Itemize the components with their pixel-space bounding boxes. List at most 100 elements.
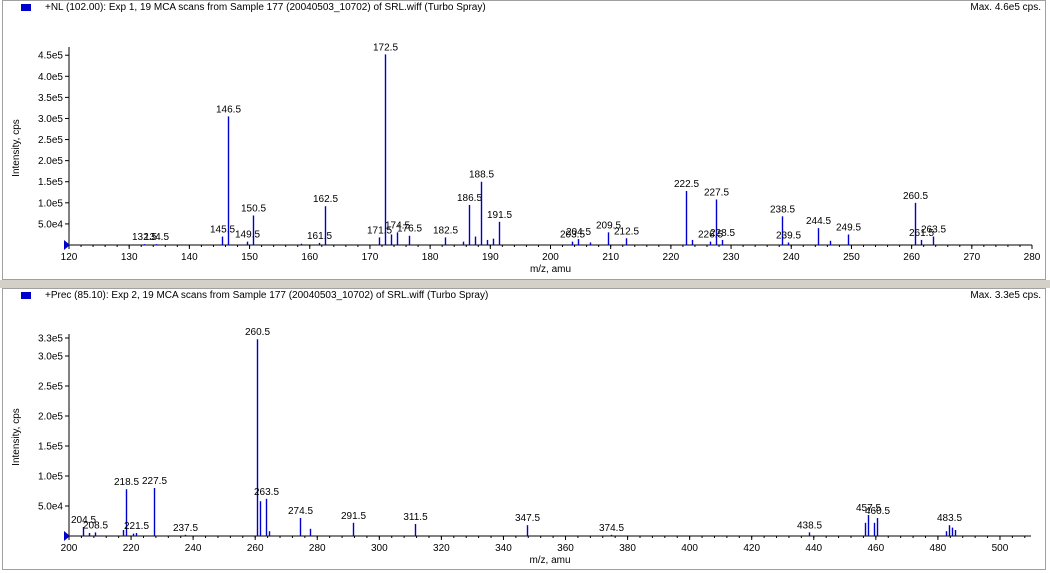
baseline-marker-icon <box>64 531 70 541</box>
peak-label: 374.5 <box>599 523 624 534</box>
y-tick-label: 3.3e5 <box>38 334 63 345</box>
x-tick-label: 270 <box>963 252 980 263</box>
x-tick-label: 260 <box>247 543 264 554</box>
peak-label: 238.5 <box>770 204 795 215</box>
spectrum-chart-1: Intensity, cps 5.0e4 1.0e5 1.5e5 2.0e5 2.5e5 3… <box>11 42 1041 275</box>
peak-label: 150.5 <box>241 203 266 214</box>
peak-label: 226.5 <box>698 230 723 241</box>
x-tick-label: 300 <box>371 543 388 554</box>
x-tick-label: 120 <box>61 252 78 263</box>
x-tick-label: 260 <box>903 252 920 263</box>
peak-label: 191.5 <box>487 210 512 221</box>
x-tick-label: 400 <box>681 543 698 554</box>
peak-label: 263.5 <box>921 225 946 236</box>
x-tick-label: 280 <box>1024 252 1041 263</box>
peak-label: 134.5 <box>144 232 169 243</box>
x-tick-label: 440 <box>805 543 822 554</box>
peak-label: 260.5 <box>903 191 928 202</box>
peak-label: 483.5 <box>937 513 962 524</box>
baseline-marker-icon <box>64 240 70 250</box>
y-tick-label: 2.5e5 <box>38 382 63 393</box>
x-tick-label: 420 <box>743 543 760 554</box>
x-tick-label: 160 <box>301 252 318 263</box>
peak-label: 227.5 <box>142 476 167 487</box>
y-tick-label: 1.5e5 <box>38 177 63 188</box>
peak-label: 146.5 <box>216 104 241 115</box>
x-tick-label: 460 <box>867 543 884 554</box>
peak-label: 222.5 <box>674 179 699 190</box>
peak-label: 208.5 <box>83 520 108 531</box>
peak-label: 188.5 <box>469 170 494 181</box>
panel-header: +NL (102.00): Exp 1, 19 MCA scans from S… <box>3 1 1045 15</box>
peak-label: 212.5 <box>614 226 639 237</box>
peak-label: 311.5 <box>403 512 428 523</box>
peak-label: 172.5 <box>373 42 398 53</box>
x-tick-label: 240 <box>185 543 202 554</box>
x-tick-label: 320 <box>433 543 450 554</box>
peak-label: 263.5 <box>254 487 279 498</box>
y-tick-label: 3.0e5 <box>38 352 63 363</box>
peak-label: 161.5 <box>307 231 332 242</box>
y-tick-label: 5.0e4 <box>38 502 63 513</box>
peak-label: 174.5 <box>385 220 410 231</box>
panel-header: +Prec (85.10): Exp 2, 19 MCA scans from … <box>3 289 1045 303</box>
peak-label: 145.5 <box>210 225 235 236</box>
panel-title: +NL (102.00): Exp 1, 19 MCA scans from S… <box>45 2 486 13</box>
peak-label: 249.5 <box>836 222 861 233</box>
peak-label: 228.5 <box>710 228 735 239</box>
peak-label: 186.5 <box>457 193 482 204</box>
blue-square-icon <box>21 4 31 11</box>
spectrum-chart-2: Intensity, cps 5.0e4 1.0e5 1.5e5 2.0e5 2.5e5 3… <box>11 327 1031 566</box>
y-tick-label: 2.5e5 <box>38 135 63 146</box>
blue-square-icon <box>21 292 31 299</box>
x-axis-label: m/z, amu <box>529 555 570 566</box>
y-tick-label: 2.0e5 <box>38 412 63 423</box>
peak-label: 237.5 <box>173 523 198 534</box>
y-tick-label: 4.0e5 <box>38 72 63 83</box>
y-tick-label: 3.0e5 <box>38 114 63 125</box>
spectrum-panel-2: +Prec (85.10): Exp 2, 19 MCA scans from … <box>2 288 1046 570</box>
x-tick-label: 280 <box>309 543 326 554</box>
x-tick-label: 200 <box>61 543 78 554</box>
peak-label: 132.5 <box>132 232 157 243</box>
panel-divider[interactable] <box>0 280 1050 288</box>
x-tick-label: 140 <box>181 252 198 263</box>
peak-label: 260.5 <box>245 327 270 338</box>
x-tick-label: 230 <box>723 252 740 263</box>
peak-label: 162.5 <box>313 194 338 205</box>
x-tick-label: 180 <box>422 252 439 263</box>
peak-label: 227.5 <box>704 187 729 198</box>
x-tick-label: 480 <box>930 543 947 554</box>
x-tick-label: 210 <box>602 252 619 263</box>
y-tick-label: 3.5e5 <box>38 93 63 104</box>
x-tick-label: 220 <box>123 543 140 554</box>
max-intensity-label: Max. 4.6e5 cps. <box>970 2 1041 13</box>
peak-label: 239.5 <box>776 230 801 241</box>
x-tick-label: 500 <box>992 543 1009 554</box>
x-tick-label: 190 <box>482 252 499 263</box>
peak-label: 347.5 <box>515 513 540 524</box>
x-tick-label: 130 <box>121 252 138 263</box>
x-tick-label: 170 <box>362 252 379 263</box>
x-tick-label: 200 <box>542 252 559 263</box>
y-tick-label: 1.5e5 <box>38 442 63 453</box>
spectrum-panel-1: +NL (102.00): Exp 1, 19 MCA scans from S… <box>2 0 1046 280</box>
peak-label: 209.5 <box>596 220 621 231</box>
y-axis-label: Intensity, cps <box>11 408 22 466</box>
y-tick-label: 5.0e4 <box>38 219 63 230</box>
peak-label: 182.5 <box>433 225 458 236</box>
x-tick-label: 340 <box>495 543 512 554</box>
max-intensity-label: Max. 3.3e5 cps. <box>970 290 1041 301</box>
peak-label: 171.5 <box>367 225 392 236</box>
peak-label: 176.5 <box>397 224 422 235</box>
peak-label: 221.5 <box>124 521 149 532</box>
y-tick-label: 1.0e5 <box>38 472 63 483</box>
peak-label: 291.5 <box>341 511 366 522</box>
peak-label: 203.5 <box>560 230 585 241</box>
peak-label: 274.5 <box>288 506 313 517</box>
x-tick-label: 380 <box>619 543 636 554</box>
y-axis-label: Intensity, cps <box>11 119 22 177</box>
peak-label: 204.5 <box>566 227 591 238</box>
x-tick-label: 250 <box>843 252 860 263</box>
peak-label: 438.5 <box>797 520 822 531</box>
